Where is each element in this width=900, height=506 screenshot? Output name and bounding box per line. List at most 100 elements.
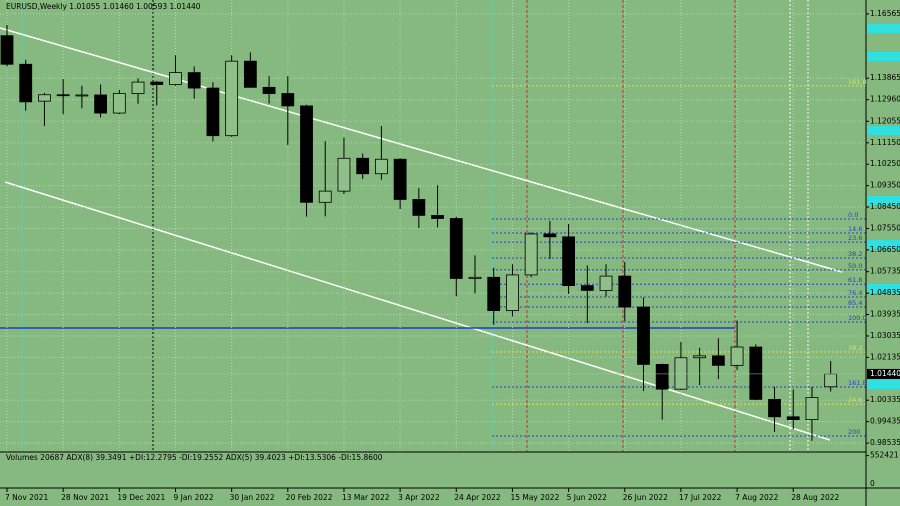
axis-highlight <box>867 24 900 33</box>
indicator-label: Volumes 20687 ADX(8) 39.3491 +DI:12.2795… <box>6 453 383 462</box>
x-tick-label: 24 Apr 2022 <box>454 493 501 502</box>
x-tick-label: 9 Jan 2022 <box>173 493 213 502</box>
candle-body <box>94 94 107 114</box>
candle-body <box>225 60 239 137</box>
axis-highlight <box>867 380 900 389</box>
candle-body <box>711 355 725 366</box>
y-tick-label: 1.00335 <box>870 395 900 404</box>
y-tick-label: 1.03035 <box>870 331 900 340</box>
candle-body <box>487 276 501 312</box>
fib-label: 50.0 <box>848 262 862 270</box>
trend-line <box>4 181 831 441</box>
y-tick-label: 1.02135 <box>870 352 900 361</box>
candle-body <box>693 355 707 359</box>
fib-label: 0.0 <box>848 211 858 219</box>
plot <box>0 0 866 452</box>
y-tick-label: 1.12055 <box>870 116 900 125</box>
fib-label: 38.2 <box>848 250 862 258</box>
current-price-box <box>867 368 900 379</box>
fib-label: 161.8 <box>848 78 867 86</box>
candle-body <box>768 398 781 418</box>
x-tick-label: 13 Mar 2022 <box>342 493 390 502</box>
candle-body <box>599 275 613 291</box>
trend-line <box>0 27 843 273</box>
candle-body <box>112 93 126 114</box>
candle-body <box>169 72 182 85</box>
x-tick-label: 30 Jan 2022 <box>230 493 275 502</box>
candle-body <box>243 60 257 88</box>
fib-label: 38.2 <box>848 344 862 352</box>
x-tick-label: 26 Jun 2022 <box>623 493 668 502</box>
candle-body <box>749 346 763 400</box>
axis-highlight <box>867 196 900 205</box>
candle-body <box>412 199 426 216</box>
candle-body <box>543 233 557 238</box>
candle-body <box>618 275 632 308</box>
axis-highlight <box>867 126 900 135</box>
fib-label: 23.6 <box>848 234 862 242</box>
candle-body <box>75 94 89 97</box>
fib-label: 61.8 <box>848 276 862 284</box>
y-tick-label: 1.05735 <box>870 267 900 276</box>
candle-body <box>524 233 538 276</box>
x-tick-label: 3 Apr 2022 <box>398 493 440 502</box>
candle-body <box>19 63 33 103</box>
candle-body <box>449 218 463 279</box>
fib-label: 200 <box>848 428 860 436</box>
candle-body <box>300 105 313 203</box>
candle-body <box>730 346 744 366</box>
x-tick-label: 28 Nov 2021 <box>61 493 109 502</box>
y-tick-label: 0.98535 <box>870 438 900 447</box>
candle-body <box>805 397 819 421</box>
x-tick-label: 5 Jun 2022 <box>567 493 608 502</box>
axis-highlight <box>867 52 900 61</box>
candle-body <box>131 81 145 94</box>
candle-body <box>674 357 688 390</box>
candle-body <box>786 416 800 421</box>
candle-body <box>506 274 519 312</box>
fib-label: 85.4 <box>848 299 862 307</box>
fib-label: 76.4 <box>848 289 862 297</box>
candle-body <box>38 94 51 102</box>
candle-body <box>356 157 370 175</box>
y-tick-label: 1.03935 <box>870 310 900 319</box>
candle-body <box>468 276 482 279</box>
candle-body <box>281 93 295 107</box>
candle-body <box>206 87 220 137</box>
candle-body <box>655 364 669 390</box>
candle-body <box>187 72 201 89</box>
candle-body <box>580 285 594 291</box>
candle-body <box>637 306 650 365</box>
chart-title: EURUSD,Weekly 1.01055 1.01460 1.00593 1.… <box>6 2 201 11</box>
indicator-tick-label: 0 <box>870 479 875 488</box>
candle-body <box>0 35 14 65</box>
x-tick-label: 28 Aug 2022 <box>791 493 839 502</box>
y-tick-label: 1.13865 <box>870 73 900 82</box>
x-tick-label: 7 Aug 2022 <box>735 493 778 502</box>
fib-label: 24.6 <box>848 396 862 404</box>
current-price-label: 1.01440 <box>870 369 900 378</box>
candle-body <box>262 86 276 94</box>
candle-body <box>562 236 575 287</box>
y-tick-label: 1.06650 <box>870 245 900 254</box>
fib-label: 14.6 <box>848 225 862 233</box>
candle-body <box>56 94 70 97</box>
candle-body <box>393 158 407 200</box>
candle-body <box>824 373 838 388</box>
fib-label: 100.0 <box>848 314 867 322</box>
candle-body <box>431 215 444 219</box>
x-tick-label: 19 Dec 2021 <box>117 493 165 502</box>
candle-body <box>337 157 351 192</box>
x-tick-label: 7 Nov 2021 <box>5 493 48 502</box>
y-tick-label: 1.12960 <box>870 95 900 104</box>
candle-body <box>318 190 332 203</box>
y-tick-label: 1.10250 <box>870 159 900 168</box>
y-tick-label: 1.11150 <box>870 138 900 147</box>
x-tick-label: 20 Feb 2022 <box>286 493 333 502</box>
axis-highlight <box>867 240 900 249</box>
y-tick-label: 1.04835 <box>870 288 900 297</box>
x-tick-label: 17 Jul 2022 <box>679 493 722 502</box>
